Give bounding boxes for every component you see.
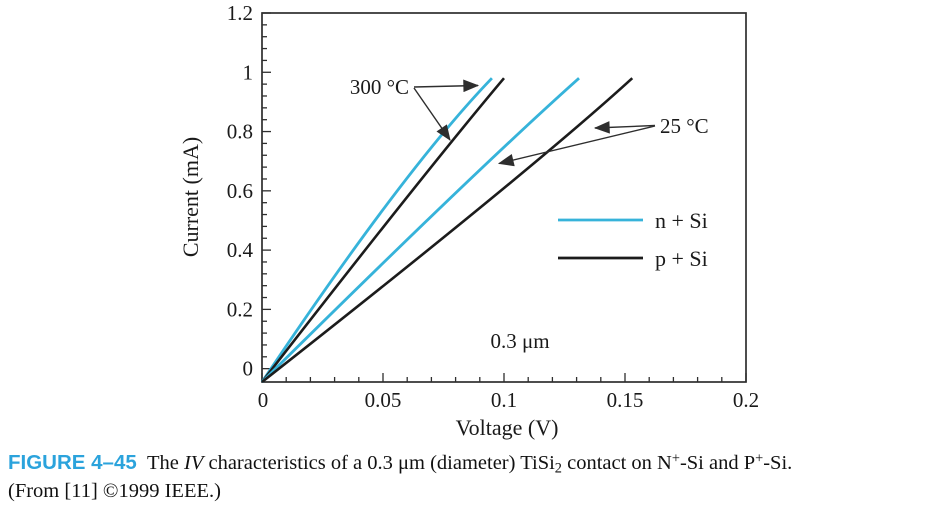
caption-segment: + — [671, 450, 680, 467]
caption-segment: -Si. — [763, 452, 793, 474]
caption-segment: (From [11] ©1999 IEEE.) — [8, 480, 221, 502]
annotation-25c — [497, 121, 656, 167]
y-axis — [262, 12, 271, 370]
x-tick-label: 0.1 — [491, 388, 517, 412]
caption-segment: 2 — [554, 460, 562, 477]
caption-text: The IV characteristics of a 0.3 μm (diam… — [8, 450, 793, 502]
figure-caption: FIGURE 4–45 The IV characteristics of a … — [8, 449, 940, 505]
annotation-300c-arrow-p-si — [413, 87, 451, 141]
x-axis-title: Voltage (V) — [456, 415, 559, 440]
caption-segment: characteristics of a 0.3 μm (diameter) T… — [203, 452, 555, 474]
caption-segment: IV — [184, 452, 204, 474]
y-tick-label: 0.8 — [227, 120, 253, 144]
caption-separator — [137, 452, 147, 474]
iv-chart: 0 0.05 0.1 0.15 0.2 0 0.2 0.4 0.6 0.8 1 1.2 Voltage … — [178, 1, 759, 440]
x-tick-label: 0.15 — [607, 388, 644, 412]
y-tick-label: 0.2 — [227, 297, 253, 321]
annotation-25c-arrow-p-si — [593, 121, 656, 134]
series-line-p-si-300-c- — [260, 77, 505, 383]
legend — [558, 218, 643, 260]
y-tick-label: 0.4 — [227, 238, 254, 262]
plot-border — [261, 12, 747, 383]
series-line-p-si-25-c- — [261, 77, 634, 384]
series-line-n-si-300-c- — [260, 77, 493, 383]
annotation-25c-arrow-n-si — [497, 125, 656, 167]
caption-segment: + — [755, 450, 764, 467]
x-tick-label: 0 — [258, 388, 269, 412]
annotation-25c-label: 25 °C — [660, 114, 709, 138]
y-axis-title: Current (mA) — [178, 137, 203, 257]
x-axis — [261, 373, 747, 382]
figure-label: FIGURE 4–45 — [8, 451, 137, 474]
y-tick-label: 0.6 — [227, 179, 253, 203]
caption-segment: contact on N — [561, 452, 672, 474]
legend-label-p-si: p + Si — [655, 246, 708, 271]
caption-segment: -Si and P — [679, 452, 756, 474]
y-tick-label: 1 — [243, 60, 254, 84]
legend-label-n-si: n + Si — [655, 208, 708, 233]
annotation-300c — [413, 79, 480, 141]
x-tick-label: 0.2 — [733, 388, 759, 412]
annotation-300c-arrow-n-si — [413, 79, 480, 93]
x-tick-label: 0.05 — [365, 388, 402, 412]
series-line-n-si-25-c- — [261, 77, 580, 383]
annotation-300c-label: 300 °C — [350, 75, 409, 99]
y-tick-label: 0 — [243, 357, 254, 381]
caption-segment: The — [147, 452, 184, 474]
y-tick-label: 1.2 — [227, 1, 253, 25]
size-label: 0.3 μm — [490, 329, 549, 353]
